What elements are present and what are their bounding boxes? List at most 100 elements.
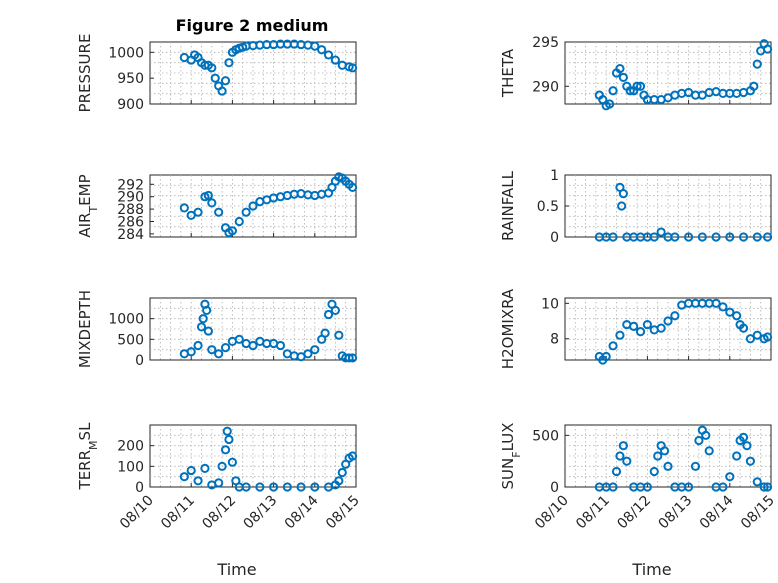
data-point [718, 302, 728, 312]
data-point [749, 81, 759, 91]
data-point [629, 321, 639, 331]
data-point [649, 466, 659, 477]
y-axis-label: AIRTEMP [76, 174, 100, 237]
y-tick-label: 500 [532, 428, 559, 444]
data-point [738, 432, 749, 442]
subplot-h2omixra: 8 10 H2OMIXRA [499, 288, 773, 369]
data-markers [594, 425, 773, 492]
data-point [203, 326, 213, 336]
y-tick-label: 290 [532, 79, 559, 95]
data-point [196, 322, 207, 332]
data-point [296, 482, 306, 492]
data-point [347, 182, 358, 192]
data-point [732, 451, 742, 461]
y-axis-label: SUNFLUX [499, 423, 523, 490]
data-point [684, 232, 694, 242]
data-point [334, 330, 344, 340]
data-point [344, 353, 354, 363]
data-point [752, 232, 762, 242]
data-point [725, 307, 735, 317]
y-tick-label: 100 [117, 459, 144, 475]
data-point [752, 330, 762, 340]
x-axis-label: Time [631, 560, 671, 579]
y-tick-label: 8 [550, 332, 559, 348]
data-point [745, 334, 756, 344]
data-point [608, 341, 618, 351]
data-point [659, 446, 670, 456]
y-axis-label: H2OMIXRA [499, 288, 517, 369]
data-markers [179, 426, 358, 492]
data-point [759, 482, 769, 492]
data-point [220, 343, 231, 353]
data-point [701, 430, 711, 440]
data-point [622, 456, 632, 466]
data-markers [179, 172, 358, 238]
data-point [738, 323, 749, 333]
data-point [248, 201, 258, 211]
data-point [684, 482, 694, 492]
data-point [608, 232, 618, 242]
data-point [635, 81, 646, 91]
data-point [310, 41, 320, 51]
data-point [642, 482, 653, 492]
data-point [752, 59, 762, 69]
data-point [704, 446, 714, 456]
figure-title: Figure 2 medium [176, 16, 329, 35]
data-point [320, 328, 330, 338]
data-point [649, 232, 659, 242]
plot-area [564, 424, 772, 488]
y-tick-label: 0.5 [537, 199, 559, 215]
data-point [214, 207, 224, 217]
y-tick-label: 290 [117, 190, 144, 206]
y-tick-label: 295 [532, 35, 559, 51]
y-tick-label: 288 [117, 202, 144, 218]
data-point [762, 44, 773, 54]
data-point [220, 76, 231, 86]
data-point [601, 351, 611, 362]
y-tick-label: 0 [550, 230, 559, 246]
data-point [663, 316, 673, 326]
y-tick-label: 1 [550, 168, 559, 184]
y-tick-label: 500 [117, 332, 144, 348]
subplot-pressure: 900 950 1000 PRESSURE [76, 34, 358, 113]
data-point [347, 63, 358, 73]
data-point [618, 441, 628, 451]
data-point [653, 451, 663, 461]
data-point [752, 477, 762, 487]
data-point [738, 232, 749, 242]
data-point [193, 476, 203, 486]
data-point [207, 198, 217, 208]
data-point [642, 319, 653, 330]
data-point [670, 311, 680, 321]
data-point [608, 482, 618, 492]
data-point [323, 309, 334, 320]
data-point [656, 227, 666, 237]
data-point [762, 332, 773, 342]
data-point [725, 232, 735, 242]
data-point [186, 465, 196, 476]
data-point [711, 298, 721, 308]
data-point [725, 472, 735, 482]
data-point [179, 203, 189, 213]
data-point [207, 345, 217, 355]
data-point [217, 86, 227, 96]
data-point [762, 482, 773, 492]
y-axis-label: THETA [499, 48, 517, 98]
y-tick-label: 0 [135, 480, 144, 496]
data-point [347, 353, 358, 363]
y-tick-label: 1000 [108, 312, 144, 328]
y-axis-label: TERRMSL [76, 422, 100, 491]
data-point [255, 482, 265, 492]
data-point [611, 466, 622, 477]
y-tick-label: 286 [117, 215, 144, 231]
data-point [179, 472, 189, 482]
y-axis-label: MIXDEPTH [76, 290, 94, 368]
data-point [217, 461, 227, 471]
data-point [282, 482, 292, 492]
data-point [248, 340, 258, 351]
data-markers [179, 39, 358, 96]
data-point [310, 345, 320, 355]
